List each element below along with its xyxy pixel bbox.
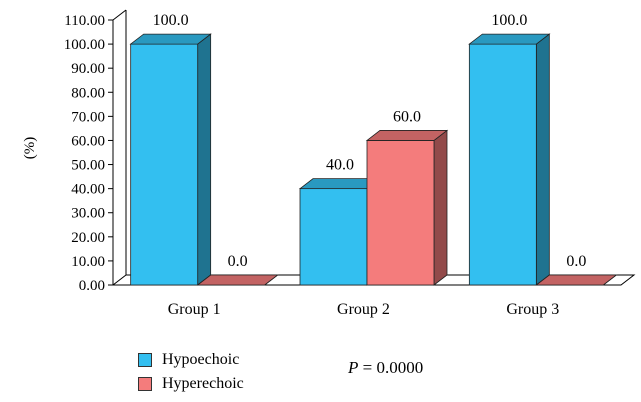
y-tick-label: 70.00 xyxy=(71,109,105,125)
data-label: 0.0 xyxy=(228,253,248,270)
data-label: 40.0 xyxy=(326,157,354,174)
y-tick-label: 50.00 xyxy=(71,158,105,174)
y-tick-label: 80.00 xyxy=(71,85,105,101)
y-tick-label: 20.00 xyxy=(71,230,105,246)
bar-hypoechoic-group-3 xyxy=(468,33,551,286)
x-category-label: Group 1 xyxy=(168,301,221,318)
p-value-annotation: P = 0.0000 xyxy=(348,358,423,378)
y-tick-label: 90.00 xyxy=(71,61,105,77)
data-label: 100.0 xyxy=(153,12,189,29)
x-category-label: Group 2 xyxy=(337,301,390,318)
legend-label-hypoechoic: Hypoechoic xyxy=(162,351,240,368)
data-label: 0.0 xyxy=(566,253,586,270)
legend: Hypoechoic Hyperechoic xyxy=(138,348,244,396)
y-tick-label: 10.00 xyxy=(71,254,105,270)
legend-item-hyperechoic: Hyperechoic xyxy=(138,372,244,396)
data-label: 100.0 xyxy=(491,12,527,29)
bar-hyperechoic-group-1 xyxy=(196,274,279,286)
y-tick-label: 0.00 xyxy=(79,278,105,294)
y-axis-label: (%) xyxy=(22,137,38,160)
x-axis-categories: Group 1 Group 2 Group 3 xyxy=(168,301,560,318)
y-axis-top-edge xyxy=(112,9,127,21)
legend-swatch-hypoechoic xyxy=(138,353,152,367)
legend-item-hypoechoic: Hypoechoic xyxy=(138,348,244,372)
y-tick-label: 60.00 xyxy=(71,133,105,149)
y-tick-label: 40.00 xyxy=(71,182,105,198)
y-tick-label: 110.00 xyxy=(64,13,105,29)
p-symbol: P xyxy=(348,358,359,377)
bar-hyperechoic-group-2 xyxy=(365,129,449,286)
bar-hyperechoic-group-3 xyxy=(535,274,618,286)
chart-bars: 100.0 0.0 40.0 60.0 100.0 0.0 xyxy=(129,12,618,286)
legend-label-hyperechoic: Hyperechoic xyxy=(162,375,244,392)
legend-swatch-hyperechoic xyxy=(138,377,152,391)
y-tick-label: 100.00 xyxy=(64,37,105,53)
x-category-label: Group 3 xyxy=(506,301,559,318)
p-value: = 0.0000 xyxy=(358,358,424,377)
bar-hypoechoic-group-1 xyxy=(129,33,212,286)
data-label: 60.0 xyxy=(393,108,421,125)
y-axis-ticks: 0.00 10.00 20.00 30.00 40.00 50.00 60.00 70.00 8… xyxy=(64,13,113,294)
y-tick-label: 30.00 xyxy=(71,206,105,222)
